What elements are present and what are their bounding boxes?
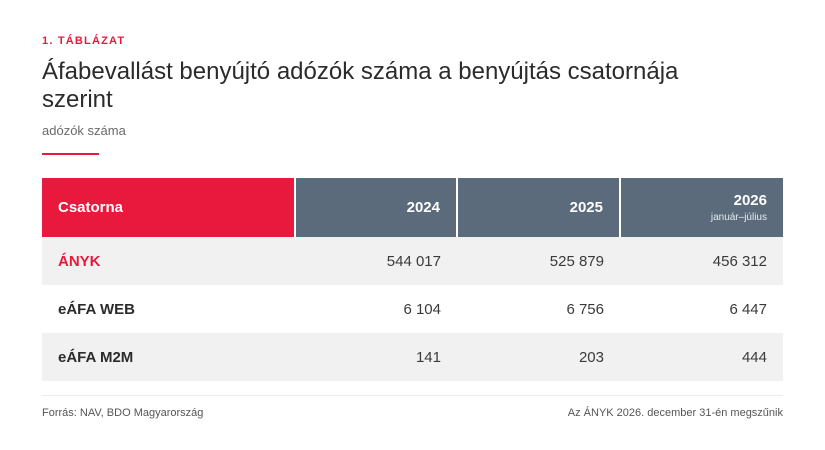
table-header-row: Csatorna 2024 2025 2026 január–július [42,178,783,237]
page-subtitle: adózók száma [42,123,126,138]
table-cell: 544 017 [295,237,457,285]
table-cell: 6 447 [729,300,767,318]
table-row: ÁNYK 544 017 525 879 456 312 [42,237,783,285]
row-label-eafa-m2m: eÁFA M2M [42,333,295,381]
header-2024: 2024 [294,178,457,237]
footer-divider [42,395,783,396]
table-cell: 141 [295,333,457,381]
header-channel: Csatorna [42,178,295,237]
table-row: eÁFA M2M 141 203 444 [42,333,783,381]
table-cell: 444 [620,333,783,381]
header-2026: 2026 január–július [619,178,783,237]
table-cell: 525 879 [457,237,620,285]
table-kicker: 1. TÁBLÁZAT [42,35,126,47]
row-label-anyk: ÁNYK [42,237,295,285]
header-2025: 2025 [456,178,620,237]
table-cell: 203 [457,333,620,381]
page-title: Áfabevallást benyújtó adózók száma a ben… [42,58,679,113]
header-2026-period: január–július [710,212,767,223]
data-table: Csatorna 2024 2025 2026 január–július ÁN… [42,178,783,381]
table-row: eÁFA WEB 6 104 6 756 6 447 [42,285,783,333]
table-cell: 6 104 [403,300,441,318]
header-2026-year: 2026 [733,192,767,209]
table-cell: 6 756 [566,300,604,318]
footnote: Az ÁNYK 2026. december 31-én megszűnik [567,407,783,419]
row-label-eafa-web: eÁFA WEB [58,300,135,318]
accent-divider [42,153,99,155]
source-note: Forrás: NAV, BDO Magyarország [42,407,204,419]
table-cell: 456 312 [620,237,783,285]
